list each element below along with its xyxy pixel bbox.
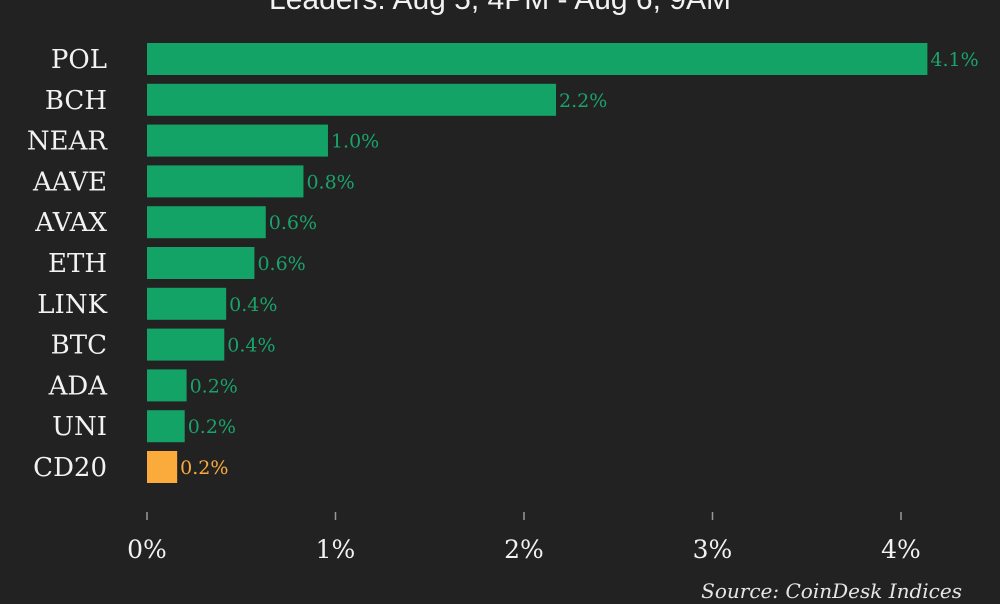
x-tick-label: 1% — [316, 535, 356, 564]
x-tick-label: 2% — [504, 535, 544, 564]
value-label: 0.6% — [269, 212, 317, 234]
value-label: 4.1% — [930, 49, 978, 71]
value-label: 1.0% — [331, 131, 379, 153]
bars-group — [147, 43, 928, 483]
category-label: UNI — [52, 412, 107, 442]
category-label: CD20 — [33, 453, 107, 483]
y-axis-labels: POL BCH NEAR AAVE AVAX ETH LINK BTC ADA UNI CD20 — [27, 45, 109, 483]
bar — [147, 287, 227, 320]
value-labels: 4.1% 2.2% 1.0% 0.8% 0.6% 0.6% 0.4% 0.4% 0.2% 0.2%… — [180, 49, 979, 479]
bar — [147, 410, 185, 443]
value-label: 0.6% — [257, 253, 305, 275]
category-label: ETH — [48, 249, 107, 279]
value-label: 0.2% — [190, 375, 238, 397]
bar — [147, 451, 178, 483]
x-tick-label: 4% — [881, 535, 921, 564]
value-label: 0.4% — [229, 294, 277, 316]
x-tick-label: 0% — [127, 535, 167, 564]
bar — [147, 165, 304, 198]
bar — [147, 83, 557, 116]
bar — [147, 247, 255, 279]
category-label: AVAX — [34, 208, 107, 238]
bar — [147, 328, 225, 361]
bar — [147, 369, 187, 402]
category-label: NEAR — [27, 127, 109, 157]
category-label: AAVE — [32, 167, 107, 197]
value-label: 2.2% — [559, 90, 607, 112]
bar — [147, 206, 266, 239]
category-label: POL — [51, 45, 107, 75]
value-label: 0.4% — [227, 335, 275, 357]
source-note: Source: CoinDesk Indices — [701, 579, 962, 603]
category-label: LINK — [37, 290, 107, 320]
x-axis: 0% 1% 2% 3% 4% — [127, 512, 921, 564]
chart-title: Leaders: Aug 5, 4PM - Aug 6, 9AM — [0, 0, 1000, 18]
x-tick-label: 3% — [693, 535, 733, 564]
value-label: 0.2% — [180, 457, 228, 479]
category-label: BCH — [45, 86, 107, 116]
bar — [147, 43, 928, 75]
value-label: 0.8% — [306, 171, 354, 193]
bar — [147, 124, 328, 157]
category-label: ADA — [48, 371, 109, 401]
value-label: 0.2% — [188, 416, 236, 438]
category-label: BTC — [51, 331, 107, 361]
